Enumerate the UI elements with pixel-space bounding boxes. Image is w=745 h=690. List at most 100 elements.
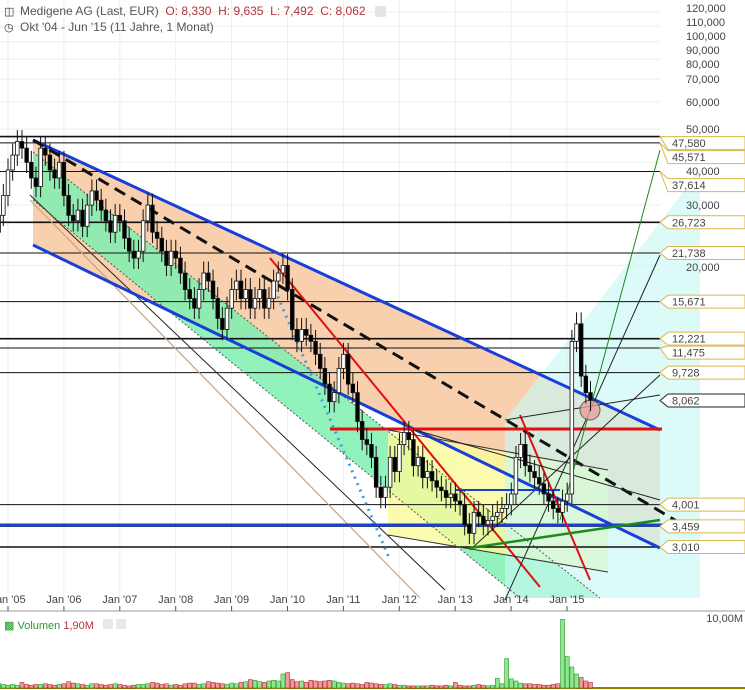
x-tick-label: Jan '11 (326, 594, 360, 606)
candle-body (345, 353, 351, 385)
price-label-text: 4,001 (672, 500, 700, 512)
candle-body (369, 444, 374, 458)
candle-body (252, 298, 258, 309)
candle-body (192, 298, 197, 309)
price-level-label: 11,475 (659, 345, 745, 360)
price-label-box (659, 215, 745, 230)
candle-body (532, 471, 537, 479)
y-tick-label: 100,000 (686, 31, 726, 43)
volume-label: Volumen (17, 620, 61, 632)
candle-body (318, 353, 323, 369)
volume-bar (252, 679, 258, 689)
volume-bar (136, 684, 141, 689)
candle-body (560, 500, 565, 513)
candle-body (206, 272, 211, 282)
x-tick-label: Jan '06 (46, 594, 81, 606)
candle-body (201, 272, 206, 290)
price-label-text: 47,580 (672, 138, 706, 150)
indicator-bars-icon[interactable]: ◫ (4, 6, 15, 18)
candle-body (322, 368, 328, 385)
volume-bar (0, 683, 1, 689)
x-tick-label: Jan '13 (438, 594, 473, 606)
volume-bar (145, 683, 151, 689)
volume-bar (588, 682, 593, 689)
volume-bar (369, 682, 374, 689)
candle-body (61, 161, 67, 196)
volume-bar (583, 680, 589, 689)
candle-body (541, 483, 547, 495)
price-label-box (659, 393, 745, 408)
price-level-label: 3,459 (659, 519, 745, 534)
volume-bar (322, 680, 328, 689)
channel-upper-line (32, 138, 661, 432)
price-level-label: 37,614 (659, 171, 745, 193)
volume-bar (248, 679, 253, 689)
volume-bar (150, 682, 155, 689)
volume-bar (401, 684, 407, 689)
price-level-label: 3,010 (659, 540, 745, 554)
price-label-text: 37,614 (672, 180, 706, 192)
candle-body (313, 340, 318, 355)
candle-body (159, 237, 164, 252)
candle-body (99, 199, 104, 211)
x-tick-label: Jan '08 (158, 594, 193, 606)
high-value: H: 9,635 (218, 4, 264, 18)
volume-bar (397, 684, 402, 689)
price-label-text: 12,221 (672, 334, 706, 346)
volume-bar (229, 682, 234, 689)
volume-bar (359, 684, 365, 689)
volume-bar (383, 684, 388, 689)
trend-line-tan (29, 199, 421, 599)
volume-bar (19, 682, 25, 689)
volume-icon: ▩ (4, 620, 15, 632)
candle-body (415, 456, 421, 467)
y-tick-label: 70,000 (686, 74, 720, 86)
red-trend-line (269, 257, 541, 588)
volume-bar (122, 684, 127, 689)
y-tick-label: 60,000 (686, 97, 720, 109)
price-label-text: 11,475 (672, 348, 705, 360)
volume-bar (154, 682, 160, 689)
candle-body (331, 392, 337, 403)
settings-icon[interactable] (374, 6, 386, 18)
candle-body (150, 204, 155, 233)
candle-body (178, 257, 183, 274)
volume-bar (532, 684, 537, 689)
candle-body (140, 220, 146, 252)
candle-body (299, 329, 304, 342)
volume-bar (345, 683, 351, 689)
volume-bar (569, 666, 575, 689)
volume-close-icon[interactable] (116, 619, 127, 629)
x-tick-label: Jan '14 (494, 594, 529, 606)
volume-bar (108, 684, 113, 689)
candle-body (471, 511, 477, 534)
volume-bar (275, 680, 281, 689)
price-level-label: 4,001 (659, 497, 745, 512)
candle-body (257, 289, 262, 299)
volume-bar (406, 685, 412, 689)
candle-body (47, 154, 53, 171)
volume-bar (234, 683, 239, 689)
volume-bar (178, 684, 183, 689)
candle-body (164, 250, 169, 266)
price-label-box (659, 331, 745, 346)
candle-body (75, 209, 81, 222)
y-tick-label: 40,000 (686, 166, 720, 178)
candle-body (397, 444, 402, 472)
candle-body (290, 289, 295, 330)
candle-body (131, 250, 137, 259)
volume-bar (457, 684, 463, 689)
price-label-box (659, 142, 745, 165)
candle-body (490, 515, 495, 521)
price-label-text: 3,010 (672, 542, 700, 554)
volume-bar (38, 684, 43, 689)
volume-bar (518, 682, 523, 689)
volume-bar (448, 685, 454, 689)
candle-body (136, 250, 141, 259)
volume-bar (425, 685, 430, 689)
red-trend-line (519, 414, 591, 581)
volume-settings-icon[interactable] (102, 619, 113, 629)
volume-bar (350, 682, 356, 689)
candle-body (588, 392, 593, 401)
